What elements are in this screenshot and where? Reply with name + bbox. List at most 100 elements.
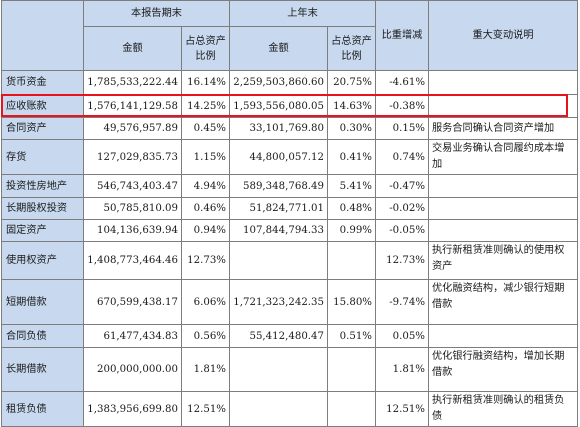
current-amount: 127,029,835.73 <box>83 139 182 175</box>
prior-amount: 1,721,323,242.35 <box>229 279 328 325</box>
ratio-change: -0.05% <box>375 219 429 242</box>
change-explanation <box>428 70 578 95</box>
change-explanation: 执行新租赁准则确认的租赁负债 <box>428 391 578 427</box>
prior-amount: 1,593,556,080.05 <box>229 94 328 118</box>
current-pct: 12.51% <box>181 391 230 427</box>
prior-pct: 0.48% <box>327 197 376 220</box>
current-pct: 4.94% <box>181 174 230 198</box>
prior-amount: 51,824,771.01 <box>229 197 328 220</box>
header-prior-pct: 占总资产比例 <box>327 26 376 71</box>
header-prior-amount: 金额 <box>229 26 328 71</box>
ratio-change: -0.47% <box>375 174 429 198</box>
table-row: 固定资产 104,136,639.94 0.94% 107,844,794.33 0.9… <box>1 219 578 242</box>
current-amount: 1,408,773,464.46 <box>83 241 182 280</box>
row-item: 存货 <box>1 139 84 175</box>
current-amount: 1,576,141,129.58 <box>83 94 182 118</box>
row-item: 合同资产 <box>1 117 84 140</box>
ratio-change: 0.15% <box>375 117 429 140</box>
prior-pct: 0.99% <box>327 219 376 242</box>
current-pct: 12.73% <box>181 241 230 280</box>
current-amount: 104,136,639.94 <box>83 219 182 242</box>
prior-pct <box>327 347 376 392</box>
prior-amount: 55,412,480.47 <box>229 324 328 348</box>
table-row: 长期借款 200,000,000.00 1.81% 1.81% 优化银行融资结构，增加长… <box>1 347 578 392</box>
change-explanation <box>428 324 578 348</box>
ratio-change: 12.73% <box>375 241 429 280</box>
ratio-change: -4.61% <box>375 70 429 95</box>
header-item <box>1 0 84 71</box>
change-explanation <box>428 174 578 198</box>
header-prior-year-end: 上年末 <box>229 0 376 27</box>
current-pct: 14.25% <box>181 94 230 118</box>
current-amount: 200,000,000.00 <box>83 347 182 392</box>
prior-amount: 107,844,794.33 <box>229 219 328 242</box>
header-explanation: 重大变动说明 <box>428 0 578 71</box>
row-item: 租赁负债 <box>1 391 84 427</box>
prior-amount: 2,259,503,860.60 <box>229 70 328 95</box>
change-explanation: 优化银行融资结构，增加长期借款 <box>428 347 578 392</box>
current-amount: 1,785,533,222.44 <box>83 70 182 95</box>
ratio-change: -0.02% <box>375 197 429 220</box>
row-item: 短期借款 <box>1 279 84 325</box>
prior-amount: 33,101,769.80 <box>229 117 328 140</box>
header-ratio-change: 比重增减 <box>375 0 429 71</box>
header-current-period-end: 本报告期末 <box>83 0 230 27</box>
change-explanation <box>428 197 578 220</box>
prior-pct: 0.30% <box>327 117 376 140</box>
row-item: 投资性房地产 <box>1 174 84 198</box>
row-item: 应收账款 <box>1 94 84 118</box>
prior-pct: 0.51% <box>327 324 376 348</box>
row-item: 合同负债 <box>1 324 84 348</box>
prior-pct <box>327 391 376 427</box>
current-pct: 0.45% <box>181 117 230 140</box>
ratio-change: -9.74% <box>375 279 429 325</box>
current-pct: 16.14% <box>181 70 230 95</box>
current-amount: 670,599,438.17 <box>83 279 182 325</box>
prior-amount <box>229 347 328 392</box>
current-amount: 61,477,434.83 <box>83 324 182 348</box>
row-item: 使用权资产 <box>1 241 84 280</box>
row-item: 长期借款 <box>1 347 84 392</box>
prior-pct: 5.41% <box>327 174 376 198</box>
table-row: 存货 127,029,835.73 1.15% 44,800,057.12 0.41% 0… <box>1 139 578 175</box>
header-current-amount: 金额 <box>83 26 182 71</box>
prior-pct: 14.63% <box>327 94 376 118</box>
table-row: 租赁负债 1,383,956,699.80 12.51% 12.51% 执行新租赁准则确… <box>1 391 578 427</box>
current-amount: 546,743,403.47 <box>83 174 182 198</box>
current-pct: 1.81% <box>181 347 230 392</box>
prior-amount <box>229 241 328 280</box>
ratio-change: 1.81% <box>375 347 429 392</box>
current-amount: 50,785,810.09 <box>83 197 182 220</box>
table-row: 合同负债 61,477,434.83 0.56% 55,412,480.47 0.51%… <box>1 324 578 348</box>
current-pct: 6.06% <box>181 279 230 325</box>
ratio-change: 12.51% <box>375 391 429 427</box>
prior-amount: 44,800,057.12 <box>229 139 328 175</box>
change-explanation <box>428 94 578 118</box>
current-pct: 0.46% <box>181 197 230 220</box>
row-item: 货币资金 <box>1 70 84 95</box>
current-pct: 1.15% <box>181 139 230 175</box>
prior-pct <box>327 241 376 280</box>
prior-amount <box>229 391 328 427</box>
change-explanation: 交易业务确认合同履约成本增加 <box>428 139 578 175</box>
ratio-change: 0.05% <box>375 324 429 348</box>
prior-pct: 0.41% <box>327 139 376 175</box>
prior-pct: 20.75% <box>327 70 376 95</box>
current-amount: 1,383,956,699.80 <box>83 391 182 427</box>
prior-amount: 589,348,768.49 <box>229 174 328 198</box>
change-explanation: 服务合同确认合同资产增加 <box>428 117 578 140</box>
table-row: 投资性房地产 546,743,403.47 4.94% 589,348,768.49 5… <box>1 174 578 198</box>
change-explanation: 优化融资结构，减少银行短期借款 <box>428 279 578 325</box>
row-item: 长期股权投资 <box>1 197 84 220</box>
table-row: 货币资金 1,785,533,222.44 16.14% 2,259,503,860.… <box>1 70 578 95</box>
prior-pct: 15.80% <box>327 279 376 325</box>
table-row: 长期股权投资 50,785,810.09 0.46% 51,824,771.01 0.4… <box>1 197 578 220</box>
change-explanation: 执行新租赁准则确认的使用权资产 <box>428 241 578 280</box>
table-row: 短期借款 670,599,438.17 6.06% 1,721,323,242.35 1… <box>1 279 578 325</box>
row-item: 固定资产 <box>1 219 84 242</box>
current-amount: 49,576,957.89 <box>83 117 182 140</box>
header-current-pct: 占总资产比例 <box>181 26 230 71</box>
table-row: 使用权资产 1,408,773,464.46 12.73% 12.73% 执行新租赁准则… <box>1 241 578 280</box>
table-row: 合同资产 49,576,957.89 0.45% 33,101,769.80 0.30%… <box>1 117 578 140</box>
ratio-change: 0.74% <box>375 139 429 175</box>
